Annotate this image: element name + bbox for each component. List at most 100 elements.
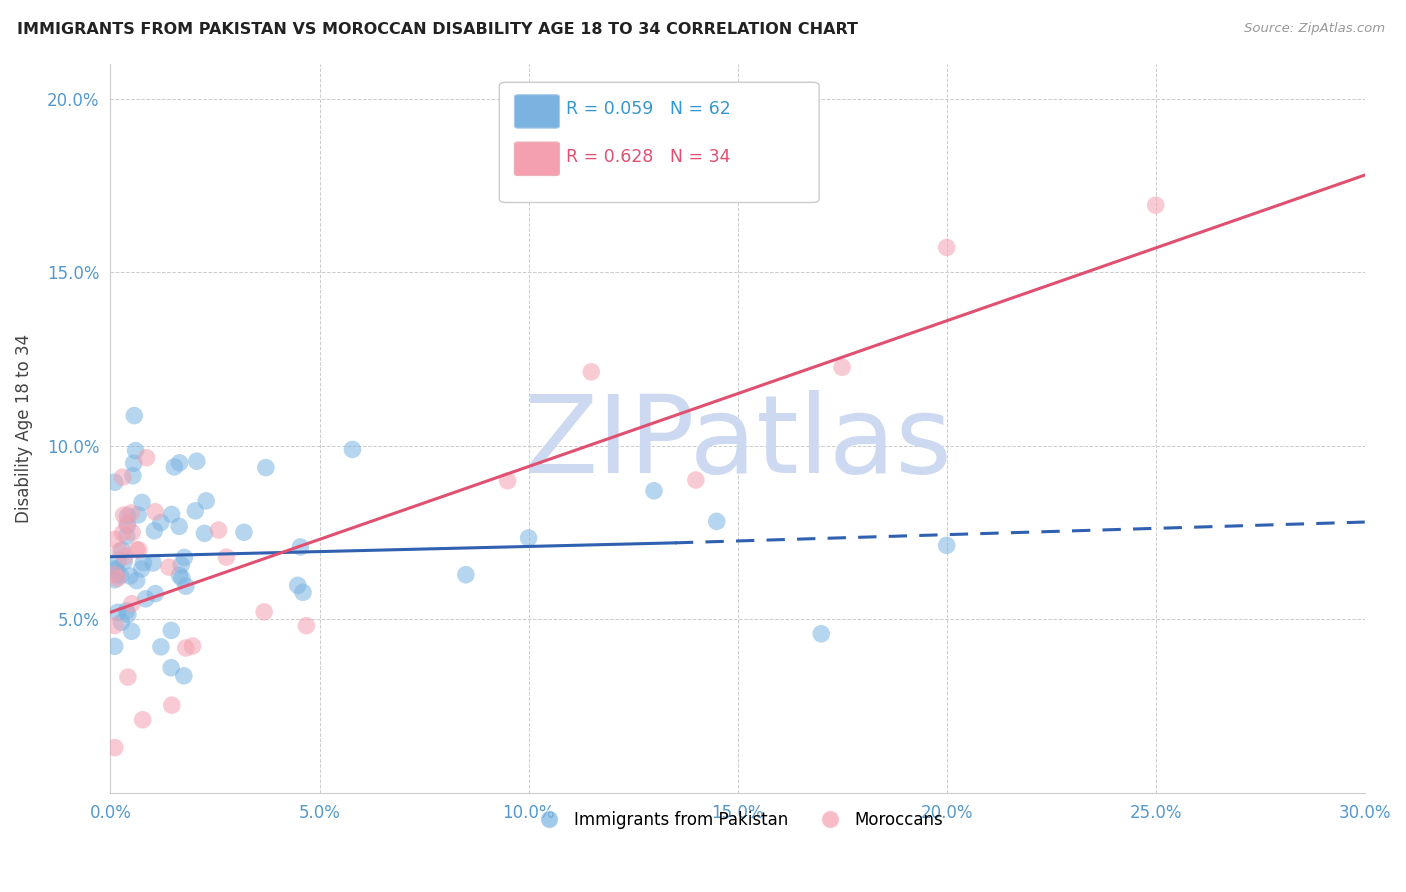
Point xyxy=(111,543,134,558)
Point xyxy=(232,525,254,540)
Point xyxy=(143,586,166,600)
Point xyxy=(104,562,127,576)
Point xyxy=(135,450,157,465)
Point xyxy=(581,365,603,379)
Point xyxy=(117,508,139,523)
Point xyxy=(643,483,665,498)
Point xyxy=(685,473,707,487)
Point xyxy=(110,615,132,630)
Point xyxy=(253,605,276,619)
Point xyxy=(173,550,195,565)
Text: Source: ZipAtlas.com: Source: ZipAtlas.com xyxy=(1244,22,1385,36)
Point xyxy=(125,542,148,557)
Point xyxy=(173,669,195,683)
Point xyxy=(111,470,134,484)
Point xyxy=(706,515,728,529)
Point xyxy=(135,591,157,606)
Point xyxy=(935,240,957,254)
Point xyxy=(122,456,145,470)
Point xyxy=(295,618,318,632)
Point xyxy=(117,518,139,533)
Point xyxy=(142,556,165,570)
FancyBboxPatch shape xyxy=(499,82,820,202)
FancyBboxPatch shape xyxy=(515,95,560,128)
Point xyxy=(169,568,191,582)
Point xyxy=(160,624,183,638)
Point xyxy=(104,740,127,755)
Point xyxy=(117,670,139,684)
Point xyxy=(131,562,153,576)
Point xyxy=(174,640,197,655)
Point xyxy=(207,523,229,537)
Point xyxy=(1144,198,1167,212)
Point xyxy=(125,574,148,588)
Point xyxy=(157,560,180,574)
Point xyxy=(107,571,129,585)
Point xyxy=(163,459,186,474)
Point xyxy=(831,360,853,375)
Point xyxy=(215,550,238,565)
Point xyxy=(120,506,142,520)
Point xyxy=(290,540,312,554)
Point xyxy=(174,579,197,593)
Point xyxy=(193,526,215,541)
Point xyxy=(115,529,138,543)
Point xyxy=(181,639,204,653)
Point xyxy=(112,554,135,568)
Point xyxy=(104,567,127,582)
Point xyxy=(160,508,183,522)
Point xyxy=(149,516,172,530)
Point xyxy=(107,553,129,567)
Text: ZIPatlas: ZIPatlas xyxy=(523,390,952,496)
Point xyxy=(132,556,155,570)
Point xyxy=(118,569,141,583)
Legend: Immigrants from Pakistan, Moroccans: Immigrants from Pakistan, Moroccans xyxy=(526,804,950,835)
Point xyxy=(131,495,153,509)
Point xyxy=(935,538,957,552)
Point xyxy=(124,443,146,458)
Point xyxy=(112,508,135,522)
Point xyxy=(132,713,155,727)
Point xyxy=(121,624,143,639)
Point xyxy=(517,531,540,545)
Point xyxy=(127,508,149,522)
Point xyxy=(105,563,128,577)
Point xyxy=(167,519,190,533)
Text: R = 0.628   N = 34: R = 0.628 N = 34 xyxy=(565,147,730,166)
Point xyxy=(104,618,127,632)
Point xyxy=(107,605,129,619)
FancyBboxPatch shape xyxy=(515,142,560,176)
Point xyxy=(104,573,127,587)
Point xyxy=(121,525,143,540)
Point xyxy=(254,460,277,475)
Point xyxy=(108,544,131,558)
Point xyxy=(454,567,477,582)
Point xyxy=(104,533,127,547)
Point xyxy=(110,568,132,582)
Point xyxy=(143,524,166,538)
Point xyxy=(287,578,309,592)
Text: R = 0.059   N = 62: R = 0.059 N = 62 xyxy=(565,100,731,119)
Point xyxy=(184,504,207,518)
Point xyxy=(169,456,191,470)
Point xyxy=(114,549,136,564)
Point xyxy=(115,604,138,618)
Point xyxy=(128,542,150,557)
Point xyxy=(117,607,139,622)
Point xyxy=(122,409,145,423)
Point xyxy=(111,526,134,541)
Text: IMMIGRANTS FROM PAKISTAN VS MOROCCAN DISABILITY AGE 18 TO 34 CORRELATION CHART: IMMIGRANTS FROM PAKISTAN VS MOROCCAN DIS… xyxy=(17,22,858,37)
Point xyxy=(496,474,519,488)
Point xyxy=(104,640,127,654)
Point xyxy=(160,661,183,675)
Point xyxy=(170,558,193,572)
Point xyxy=(342,442,364,457)
Point xyxy=(160,698,183,713)
Point xyxy=(104,475,127,490)
Point xyxy=(195,494,218,508)
Y-axis label: Disability Age 18 to 34: Disability Age 18 to 34 xyxy=(15,334,32,523)
Point xyxy=(810,626,832,640)
Point xyxy=(292,585,315,599)
Point xyxy=(121,597,143,611)
Point xyxy=(143,505,166,519)
